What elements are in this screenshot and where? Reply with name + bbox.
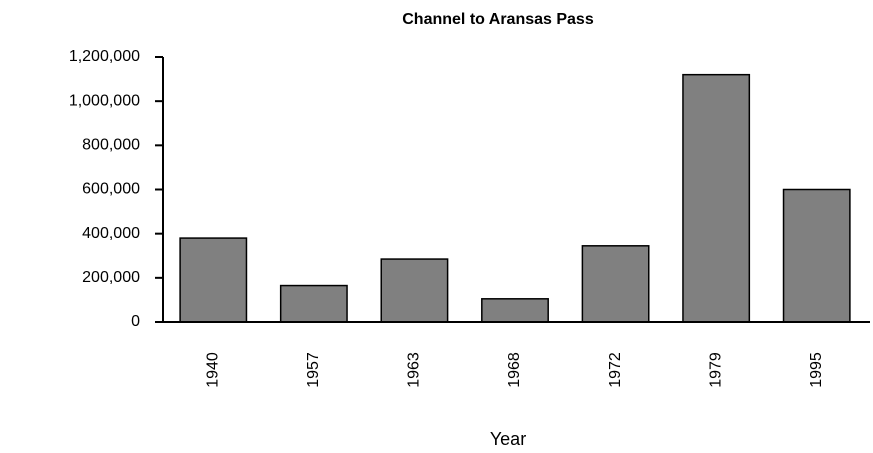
- y-tick-label: 1,000,000: [69, 92, 140, 109]
- x-tick-label: 1940: [205, 352, 222, 388]
- bar: [782, 188, 851, 323]
- y-tick-label: 400,000: [82, 225, 140, 242]
- y-tick-label: 0: [131, 313, 140, 330]
- x-tick-label: 1968: [506, 352, 523, 388]
- bar: [179, 237, 248, 323]
- x-tick-label: 1972: [607, 352, 624, 388]
- x-tick-label: 1957: [305, 352, 322, 388]
- chart-title: Channel to Aransas Pass: [402, 11, 594, 28]
- bar: [682, 73, 751, 323]
- bar: [481, 298, 549, 323]
- y-tick-label: 600,000: [82, 181, 140, 198]
- bar: [380, 258, 449, 323]
- x-tick-label: 1995: [808, 352, 825, 388]
- x-tick-label: 1979: [707, 352, 724, 388]
- y-tick-label: 200,000: [82, 269, 140, 286]
- bar: [279, 284, 348, 323]
- bar: [581, 245, 650, 323]
- x-axis-label: Year: [490, 429, 526, 449]
- x-tick-label: 1963: [406, 352, 423, 388]
- y-tick-label: 1,200,000: [69, 48, 140, 65]
- y-tick-label: 800,000: [82, 137, 140, 154]
